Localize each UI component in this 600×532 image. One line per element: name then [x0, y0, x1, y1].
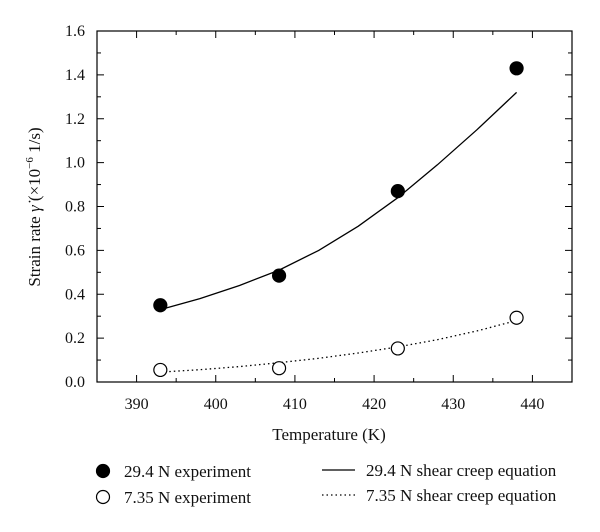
y-axis-label-mid: (×10 — [25, 169, 44, 206]
legend: 29.4 N experiment 7.35 N experiment 29.4… — [95, 461, 557, 507]
plot-area — [96, 30, 573, 383]
data-point-29-4-n-experiment — [271, 268, 287, 283]
series-line-7-35-n-shear-creep-equation — [160, 319, 517, 373]
x-tick-label: 390 — [125, 396, 149, 413]
x-tick-label: 430 — [441, 396, 465, 413]
y-axis-label-suffix: 1/s) — [25, 127, 44, 157]
y-tick-label: 1.0 — [65, 155, 85, 172]
data-point-29-4-n-experiment — [390, 184, 405, 199]
series-layer — [153, 61, 524, 378]
y-axis-label-prefix: Strain rate — [25, 212, 44, 287]
data-point-7-35-n-experiment — [390, 341, 405, 356]
data-point-7-35-n-experiment — [153, 362, 168, 378]
legend-marker-29-4n-experiment — [95, 463, 111, 479]
series-line-29-4-n-shear-creep-equation — [160, 91, 518, 311]
plot-frame — [96, 30, 573, 383]
legend-marker-7-35n-experiment — [95, 489, 111, 505]
legend-label-7-35n-experiment: 7.35 N experiment — [124, 488, 251, 507]
y-tick-label: 1.2 — [65, 111, 85, 128]
x-tick-label: 410 — [283, 396, 307, 413]
y-axis-label-exponent: −6 — [24, 157, 36, 169]
y-tick-label: 0.6 — [65, 242, 85, 259]
data-point-7-35-n-experiment — [271, 361, 287, 376]
legend-label-7-35n-equation: 7.35 N shear creep equation — [366, 486, 557, 505]
y-tick-label: 0.0 — [65, 374, 85, 391]
legend-label-29-4n-equation: 29.4 N shear creep equation — [366, 461, 557, 480]
axes: 390 400 410 420 430 440 0.0 0.2 0.4 0.6 0.8 1.0 1.2 1… — [65, 23, 572, 413]
y-tick-label: 0.2 — [65, 330, 85, 347]
legend-label-29-4n-experiment: 29.4 N experiment — [124, 462, 251, 481]
y-tick-label: 0.8 — [65, 199, 85, 216]
x-tick-label: 400 — [204, 396, 228, 413]
y-tick-label: 0.4 — [65, 286, 85, 303]
data-point-29-4-n-experiment — [509, 61, 524, 76]
y-axis-label-symbol: γ̇ — [25, 200, 44, 212]
data-point-7-35-n-experiment — [509, 310, 524, 325]
y-tick-label: 1.4 — [65, 67, 85, 84]
x-tick-label: 440 — [520, 396, 544, 413]
x-tick-label: 420 — [362, 396, 386, 413]
data-point-29-4-n-experiment — [153, 298, 168, 313]
x-axis-label: Temperature (K) — [272, 425, 386, 444]
y-axis-label: Strain rate γ̇ (×10−6 1/s) — [24, 127, 44, 286]
y-tick-label: 1.6 — [65, 23, 85, 40]
